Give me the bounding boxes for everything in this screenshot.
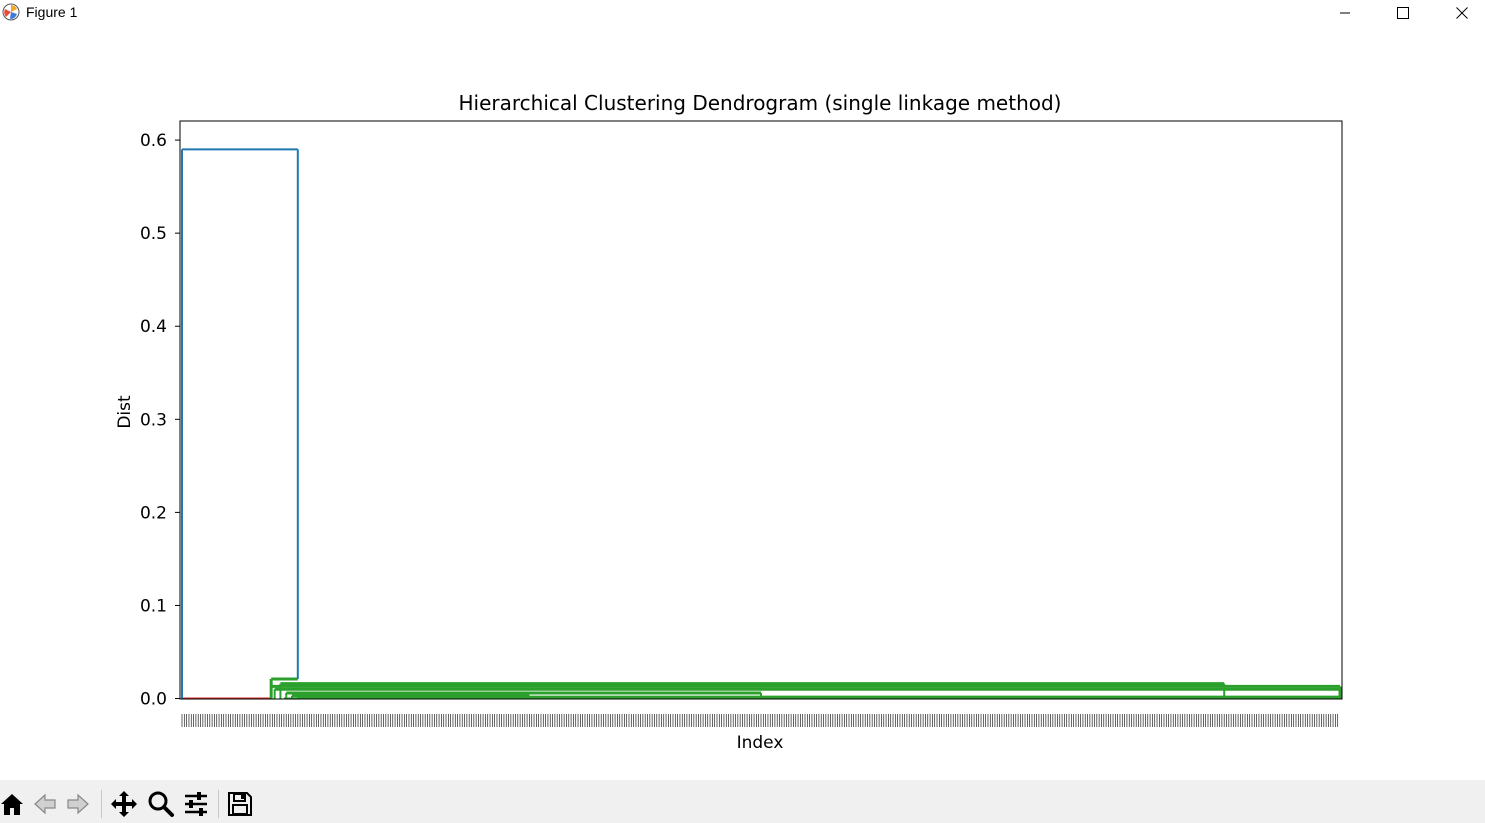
forward-button[interactable]	[64, 790, 92, 818]
x-axis-label: Index	[737, 733, 784, 753]
zoom-icon	[148, 791, 174, 817]
back-button[interactable]	[31, 790, 59, 818]
y-axis: 0.0 0.1 0.2 0.3 0.4 0.5 0.6	[140, 131, 180, 710]
zoom-button[interactable]	[147, 790, 175, 818]
y-tick-label: 0.3	[140, 410, 167, 430]
save-icon	[228, 792, 252, 816]
y-tick-label: 0.6	[140, 131, 167, 151]
matplotlib-icon	[2, 3, 20, 21]
home-button[interactable]	[0, 790, 26, 818]
home-icon	[1, 794, 23, 815]
title-bar: Figure 1	[0, 0, 1485, 26]
configure-subplots-icon	[185, 792, 207, 816]
back-arrow-icon	[34, 793, 56, 815]
toolbar-separator	[218, 790, 219, 818]
y-tick-label: 0.0	[140, 690, 167, 710]
y-tick-label: 0.5	[140, 224, 167, 244]
plot-area	[181, 148, 1342, 700]
minimize-button[interactable]	[1322, 0, 1368, 26]
y-tick-label: 0.2	[140, 503, 167, 523]
maximize-button[interactable]	[1380, 0, 1426, 26]
x-tick-labels-dense	[181, 714, 1339, 727]
x-axis-tick-labels	[181, 714, 1339, 727]
chart-title: Hierarchical Clustering Dendrogram (sing…	[459, 91, 1062, 115]
save-button[interactable]	[226, 790, 254, 818]
pan-icon	[111, 791, 137, 817]
pan-button[interactable]	[110, 790, 138, 818]
forward-arrow-icon	[67, 793, 89, 815]
minimize-icon	[1340, 12, 1350, 14]
close-icon	[1456, 7, 1468, 19]
configure-subplots-button[interactable]	[182, 790, 210, 818]
y-axis-label: Dist	[115, 395, 135, 429]
dendrogram-chart: Hierarchical Clustering Dendrogram (sing…	[115, 91, 1343, 753]
y-tick-label: 0.4	[140, 317, 167, 337]
window-title: Figure 1	[26, 4, 78, 20]
toolbar-separator	[101, 790, 102, 818]
y-tick-label: 0.1	[140, 596, 167, 616]
close-button[interactable]	[1439, 0, 1485, 26]
maximize-icon	[1397, 7, 1409, 19]
axes-frame	[179, 120, 1343, 700]
navigation-toolbar	[0, 780, 1485, 823]
